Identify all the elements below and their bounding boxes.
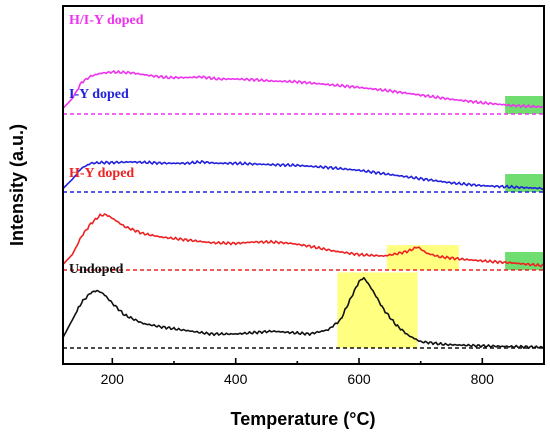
plot-frame [62,5,545,365]
x-axis-label: Temperature (°C) [231,409,376,429]
highlight-box-h-y-doped-4 [505,252,544,270]
series-line-undoped [62,276,545,350]
axes-layer [62,5,545,365]
x-tick-label-600: 600 [347,371,371,387]
series-label-i-y-doped: I-Y doped [69,87,129,102]
series-label-h-i-y-doped: H/I-Y doped [69,13,144,28]
highlight-box-undoped-0 [337,272,418,348]
x-tick-label-200: 200 [101,371,125,387]
series-line-h-i-y-doped [62,70,545,110]
series-label-layer: H/I-Y doped I-Y doped H-Y doped Undoped [69,13,144,277]
tick-layer: 200 400 600 800 [101,358,545,387]
highlight-layer [337,96,544,348]
baseline-layer [63,113,544,349]
x-tick-label-800: 800 [471,371,495,387]
series-layer [62,70,545,350]
series-label-h-y-doped: H-Y doped [69,166,134,181]
series-line-i-y-doped [62,160,545,191]
x-tick-label-400: 400 [224,371,248,387]
series-line-h-y-doped [62,213,545,268]
series-label-undoped: Undoped [69,262,124,277]
y-axis-label: Intensity (a.u.) [7,124,27,246]
